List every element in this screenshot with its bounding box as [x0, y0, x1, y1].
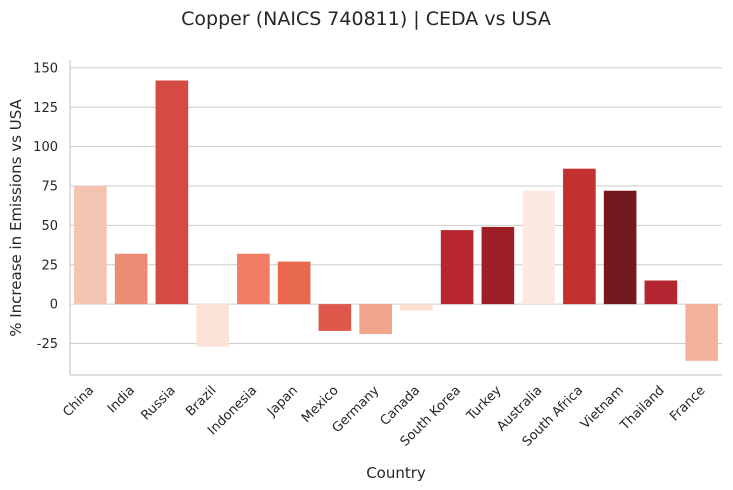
- x-axis-label: Country: [366, 464, 426, 482]
- y-tick-label: 150: [33, 61, 58, 76]
- x-tick-label: India: [105, 383, 138, 416]
- bar-china: [74, 186, 107, 305]
- bar-indonesia: [237, 253, 270, 305]
- bar-russia: [155, 80, 189, 305]
- chart-title: Copper (NAICS 740811) | CEDA vs USA: [181, 8, 551, 30]
- bar-france: [685, 304, 718, 361]
- bar-japan: [277, 261, 311, 305]
- y-tick-labels: -25 0 25 50 75 100 125 150: [33, 61, 58, 352]
- bar-brazil: [196, 304, 229, 347]
- bar-thailand: [644, 280, 678, 305]
- bar-mexico: [318, 304, 352, 331]
- x-tick-label: Russia: [139, 383, 179, 423]
- bar-canada: [400, 304, 433, 311]
- y-tick-label: 0: [50, 298, 58, 313]
- y-tick-label: 125: [33, 101, 58, 116]
- y-tick-label: -25: [37, 337, 58, 352]
- bar-south-korea: [440, 230, 474, 305]
- x-tick-label: China: [60, 383, 97, 420]
- bar-australia: [522, 190, 555, 305]
- y-tick-label: 75: [41, 180, 58, 195]
- bars: [74, 80, 718, 361]
- x-tick-label: France: [667, 383, 708, 424]
- bar-germany: [359, 304, 392, 335]
- bar-india: [114, 253, 148, 305]
- bar-south-africa: [563, 168, 596, 305]
- y-axis-label: % Increase in Emissions vs USA: [7, 99, 25, 337]
- bar-turkey: [481, 226, 515, 305]
- y-tick-label: 25: [41, 258, 58, 273]
- x-tick-label: Japan: [264, 383, 301, 420]
- x-tick-label: Thailand: [617, 383, 668, 434]
- y-tick-label: 100: [33, 140, 58, 155]
- y-tick-label: 50: [41, 219, 58, 234]
- x-tick-label: Brazil: [183, 383, 219, 419]
- bar-vietnam: [603, 190, 637, 305]
